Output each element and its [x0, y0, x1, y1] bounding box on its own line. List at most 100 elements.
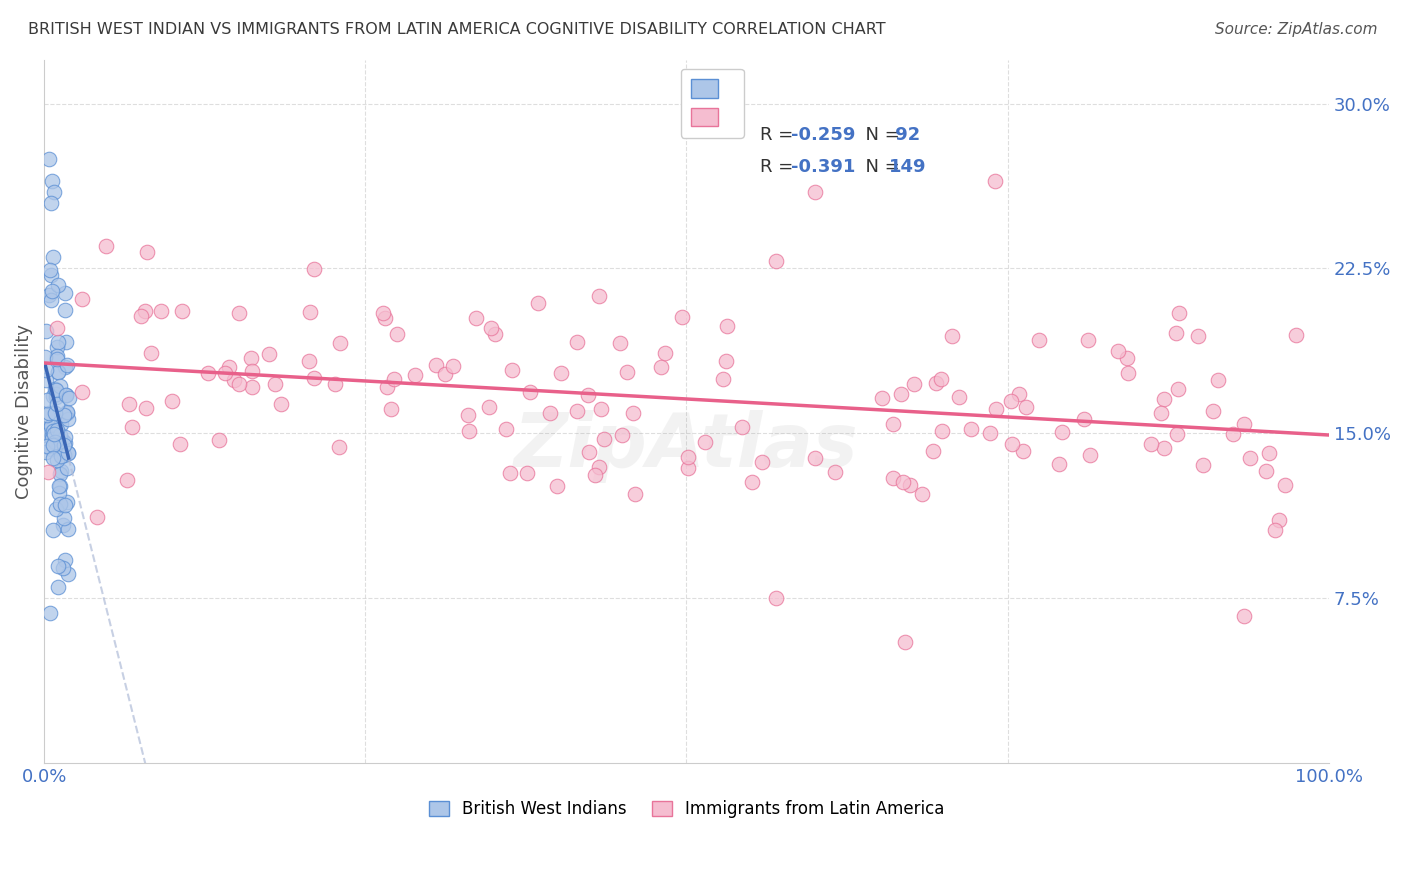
Point — [1078, 448, 1101, 462]
Point — [55, 405, 77, 419]
Point — [41, 285, 63, 299]
Point — [38, 152, 60, 166]
Point — [48, 479, 70, 493]
Point — [464, 310, 486, 325]
Point — [882, 471, 904, 485]
Point — [1167, 382, 1189, 396]
Point — [299, 305, 322, 319]
Point — [42, 523, 65, 537]
Point — [160, 394, 183, 409]
Point — [42, 451, 65, 466]
Point — [270, 397, 292, 411]
Point — [731, 420, 754, 434]
Point — [484, 326, 506, 341]
Point — [458, 425, 481, 439]
Point — [387, 327, 409, 342]
Point — [41, 388, 63, 402]
Point — [870, 391, 893, 405]
Point — [58, 391, 80, 405]
Point — [46, 335, 69, 350]
Point — [135, 401, 157, 415]
Point — [49, 428, 72, 442]
Point — [765, 254, 787, 268]
Point — [35, 373, 58, 387]
Point — [478, 401, 501, 415]
Point — [118, 397, 141, 411]
Point — [329, 336, 352, 351]
Point — [495, 421, 517, 435]
Point — [382, 372, 405, 386]
Point — [56, 567, 79, 582]
Point — [546, 479, 568, 493]
Point — [1257, 446, 1279, 460]
Point — [45, 383, 67, 397]
Text: ZipAtlas: ZipAtlas — [515, 410, 859, 483]
Point — [218, 360, 240, 375]
Point — [588, 288, 610, 302]
Point — [567, 404, 589, 418]
Point — [1153, 392, 1175, 406]
Point — [52, 437, 75, 451]
Point — [650, 360, 672, 375]
Point — [711, 372, 734, 386]
Point — [38, 287, 60, 301]
Point — [53, 430, 76, 444]
Point — [1187, 329, 1209, 343]
Point — [131, 310, 153, 324]
Point — [302, 262, 325, 277]
Point — [425, 358, 447, 372]
Point — [443, 359, 465, 373]
Point — [804, 185, 827, 199]
Point — [46, 441, 69, 455]
Text: N =: N = — [855, 126, 905, 144]
Point — [1256, 464, 1278, 478]
Point — [375, 380, 398, 394]
Text: 149: 149 — [890, 158, 927, 176]
Y-axis label: Cognitive Disability: Cognitive Disability — [15, 324, 32, 499]
Point — [612, 427, 634, 442]
Point — [55, 494, 77, 508]
Point — [52, 517, 75, 532]
Point — [1232, 608, 1254, 623]
Point — [39, 422, 62, 436]
Point — [565, 335, 588, 350]
Point — [1014, 400, 1036, 414]
Point — [53, 285, 76, 300]
Point — [41, 173, 63, 187]
Point — [48, 497, 70, 511]
Point — [898, 478, 921, 492]
Point — [714, 354, 737, 368]
Point — [41, 429, 63, 443]
Point — [228, 377, 250, 392]
Point — [804, 450, 827, 465]
Point — [676, 450, 699, 464]
Point — [35, 445, 58, 459]
Point — [55, 387, 77, 401]
Point — [197, 367, 219, 381]
Point — [591, 402, 613, 417]
Point — [239, 351, 262, 365]
Point — [374, 311, 396, 326]
Point — [1001, 437, 1024, 451]
Point — [716, 319, 738, 334]
Point — [46, 397, 69, 411]
Point — [257, 347, 280, 361]
Point — [621, 406, 644, 420]
Point — [48, 479, 70, 493]
Point — [1008, 386, 1031, 401]
Point — [49, 417, 72, 431]
Point — [240, 364, 263, 378]
Point — [323, 376, 346, 391]
Point — [616, 365, 638, 379]
Point — [38, 606, 60, 620]
Point — [578, 445, 600, 459]
Point — [35, 324, 58, 338]
Point — [609, 336, 631, 351]
Point — [302, 371, 325, 385]
Point — [1047, 457, 1070, 471]
Point — [654, 346, 676, 360]
Point — [434, 367, 457, 381]
Point — [42, 425, 65, 439]
Point — [37, 408, 59, 422]
Point — [39, 195, 62, 210]
